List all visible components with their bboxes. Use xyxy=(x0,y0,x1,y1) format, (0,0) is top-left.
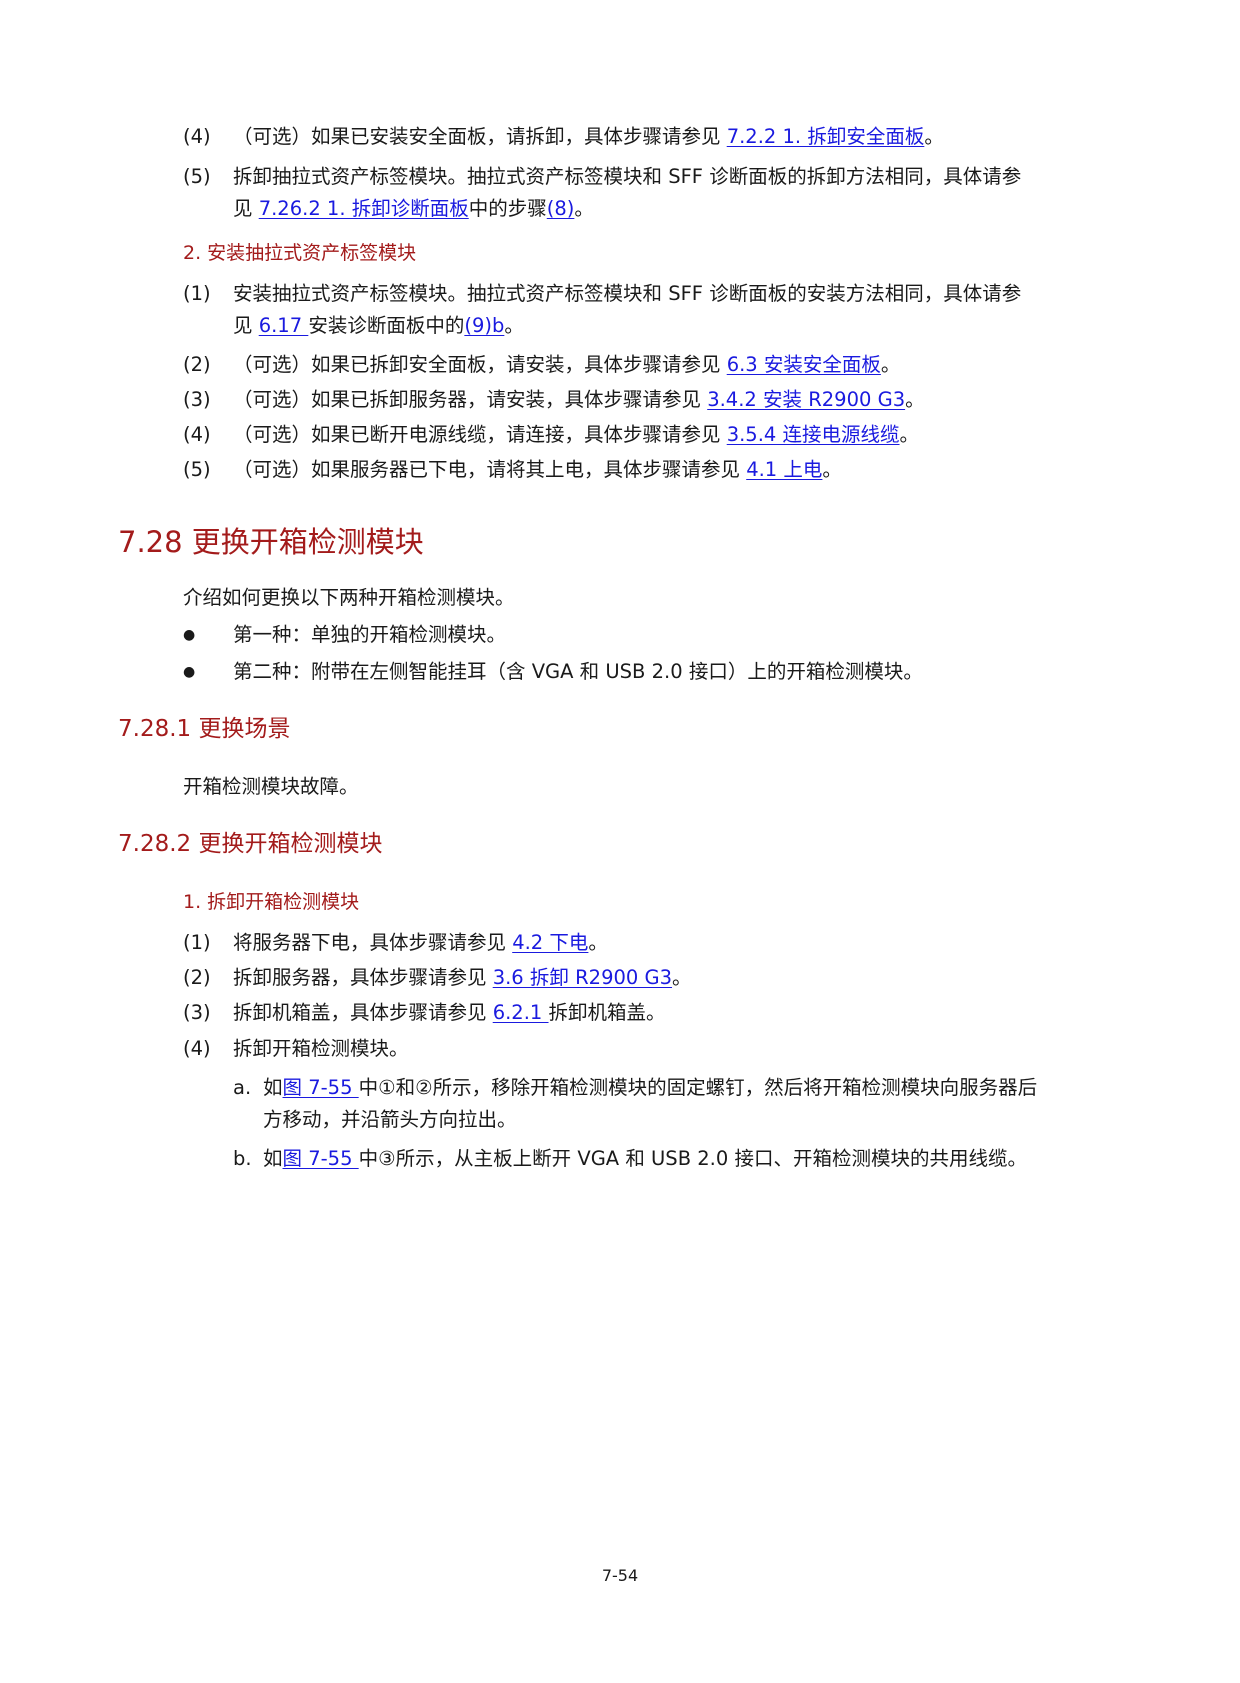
step-number: (2) xyxy=(183,966,211,989)
section-intro: 介绍如何更换以下两种开箱检测模块。 xyxy=(183,586,515,609)
substep-text-line2: 方移动，并沿箭头方向拉出。 xyxy=(263,1108,517,1131)
step-number: (1) xyxy=(183,282,211,305)
substep-label: b. xyxy=(233,1147,252,1170)
step-number: (4) xyxy=(183,423,211,446)
step-text: （可选）如果已拆卸安全面板，请安装，具体步骤请参见 6.3 安装安全面板。 xyxy=(233,351,900,379)
step-number: (4) xyxy=(183,1037,211,1060)
figure-reference-link[interactable]: 图 7-55 xyxy=(282,1147,359,1170)
cross-reference-link[interactable]: 4.1 上电 xyxy=(746,458,823,481)
section-title: 7.28 更换开箱检测模块 xyxy=(118,525,424,559)
step-number: (3) xyxy=(183,388,211,411)
step-number: (5) xyxy=(183,458,211,481)
paragraph: 开箱检测模块故障。 xyxy=(183,775,359,798)
step-text-pre: （可选）如果已拆卸服务器，请安装，具体步骤请参见 xyxy=(233,388,708,411)
step-text-pre: （可选）如果已安装安全面板，请拆卸，具体步骤请参见 xyxy=(233,125,727,148)
step-text-mid: 安装诊断面板中的 xyxy=(308,314,465,337)
cross-reference-link[interactable]: 3.4.2 安装 R2900 G3 xyxy=(707,388,906,411)
step-text-pre: （可选）如果已断开电源线缆，请连接，具体步骤请参见 xyxy=(233,423,727,446)
page-number: 7-54 xyxy=(601,1566,639,1585)
step-text: （可选）如果服务器已下电，请将其上电，具体步骤请参见 4.1 上电。 xyxy=(233,456,842,484)
subheading-remove: 1. 拆卸开箱检测模块 xyxy=(183,891,360,913)
step-text: （可选）如果已安装安全面板，请拆卸，具体步骤请参见 7.2.2 1. 拆卸安全面… xyxy=(233,123,944,151)
cross-reference-link[interactable]: 7.26.2 1. 拆卸诊断面板 xyxy=(258,197,469,220)
step-text: （可选）如果已断开电源线缆，请连接，具体步骤请参见 3.5.4 连接电源线缆。 xyxy=(233,421,919,449)
step-text-pre: （可选）如果服务器已下电，请将其上电，具体步骤请参见 xyxy=(233,458,747,481)
cross-reference-link[interactable]: 4.2 下电 xyxy=(512,931,589,954)
cross-reference-link[interactable]: 3.6 拆卸 R2900 G3 xyxy=(492,966,673,989)
substep-text-line1: 如图 7-55 中①和②所示，移除开箱检测模块的固定螺钉，然后将开箱检测模块向服… xyxy=(263,1074,1037,1102)
subsection-title: 7.28.2 更换开箱检测模块 xyxy=(118,831,383,857)
step-text-pre: （可选）如果已拆卸安全面板，请安装，具体步骤请参见 xyxy=(233,353,727,376)
step-number: (4) xyxy=(183,125,211,148)
step-number: (3) xyxy=(183,1001,211,1024)
step-text: 拆卸开箱检测模块。 xyxy=(233,1037,409,1060)
step-text-post: 。 xyxy=(504,314,524,337)
bullet-item: 第一种：单独的开箱检测模块。 xyxy=(233,623,507,646)
step-text: （可选）如果已拆卸服务器，请安装，具体步骤请参见 3.4.2 安装 R2900 … xyxy=(233,386,925,414)
cross-reference-link[interactable]: 7.2.2 1. 拆卸安全面板 xyxy=(726,125,925,148)
step-text-pre: 如 xyxy=(263,1147,283,1170)
step-text-post: 。 xyxy=(574,197,594,220)
bullet-item: 第二种：附带在左侧智能挂耳（含 VGA 和 USB 2.0 接口）上的开箱检测模… xyxy=(233,660,923,683)
step-text-post: 中③所示，从主板上断开 VGA 和 USB 2.0 接口、开箱检测模块的共用线缆… xyxy=(358,1147,1027,1170)
step-number: (5) xyxy=(183,165,211,188)
subheading-install: 2. 安装抽拉式资产标签模块 xyxy=(183,242,417,264)
step-text-pre: 见 xyxy=(233,314,259,337)
bullet-icon: ● xyxy=(183,627,196,643)
step-text-post: 中①和②所示，移除开箱检测模块的固定螺钉，然后将开箱检测模块向服务器后 xyxy=(358,1076,1038,1099)
step-text: 拆卸服务器，具体步骤请参见 3.6 拆卸 R2900 G3。 xyxy=(233,964,692,992)
step-text-line2: 见 6.17 安装诊断面板中的(9)b。 xyxy=(233,312,524,340)
step-text-line1: 拆卸抽拉式资产标签模块。抽拉式资产标签模块和 SFF 诊断面板的拆卸方法相同，具… xyxy=(233,165,1022,188)
substep-text: 如图 7-55 中③所示，从主板上断开 VGA 和 USB 2.0 接口、开箱检… xyxy=(263,1145,1027,1173)
step-text-post: 。 xyxy=(899,423,920,446)
cross-reference-link[interactable]: (9)b xyxy=(464,314,505,337)
cross-reference-link[interactable]: 6.17 xyxy=(258,314,309,337)
step-text-pre: 拆卸服务器，具体步骤请参见 xyxy=(233,966,493,989)
step-text-post: 。 xyxy=(588,931,608,954)
step-text-post: 。 xyxy=(880,353,901,376)
substep-label: a. xyxy=(233,1076,252,1099)
step-text: 拆卸机箱盖，具体步骤请参见 6.2.1 拆卸机箱盖。 xyxy=(233,999,666,1027)
step-text-pre: 拆卸机箱盖，具体步骤请参见 xyxy=(233,1001,493,1024)
subsection-title: 7.28.1 更换场景 xyxy=(118,716,291,742)
step-text-post: 。 xyxy=(905,388,925,411)
figure-reference-link[interactable]: 图 7-55 xyxy=(282,1076,359,1099)
step-text-pre: 如 xyxy=(263,1076,283,1099)
step-text-post: 。 xyxy=(672,966,692,989)
cross-reference-link[interactable]: 3.5.4 连接电源线缆 xyxy=(726,423,900,446)
cross-reference-link[interactable]: 6.2.1 xyxy=(492,1001,549,1024)
step-text-pre: 将服务器下电，具体步骤请参见 xyxy=(233,931,513,954)
bullet-icon: ● xyxy=(183,664,196,680)
step-text-pre: 见 xyxy=(233,197,259,220)
step-text-post: 。 xyxy=(924,125,944,148)
step-text-mid: 中的步骤 xyxy=(468,197,547,220)
step-text: 将服务器下电，具体步骤请参见 4.2 下电。 xyxy=(233,929,608,957)
step-text-post: 拆卸机箱盖。 xyxy=(548,1001,666,1024)
step-number: (2) xyxy=(183,353,211,376)
step-text-line2: 见 7.26.2 1. 拆卸诊断面板中的步骤(8)。 xyxy=(233,195,594,223)
cross-reference-link[interactable]: 6.3 安装安全面板 xyxy=(726,353,881,376)
step-text-post: 。 xyxy=(822,458,842,481)
step-text-line1: 安装抽拉式资产标签模块。抽拉式资产标签模块和 SFF 诊断面板的安装方法相同，具… xyxy=(233,282,1022,305)
cross-reference-link[interactable]: (8) xyxy=(546,197,575,220)
step-number: (1) xyxy=(183,931,211,954)
